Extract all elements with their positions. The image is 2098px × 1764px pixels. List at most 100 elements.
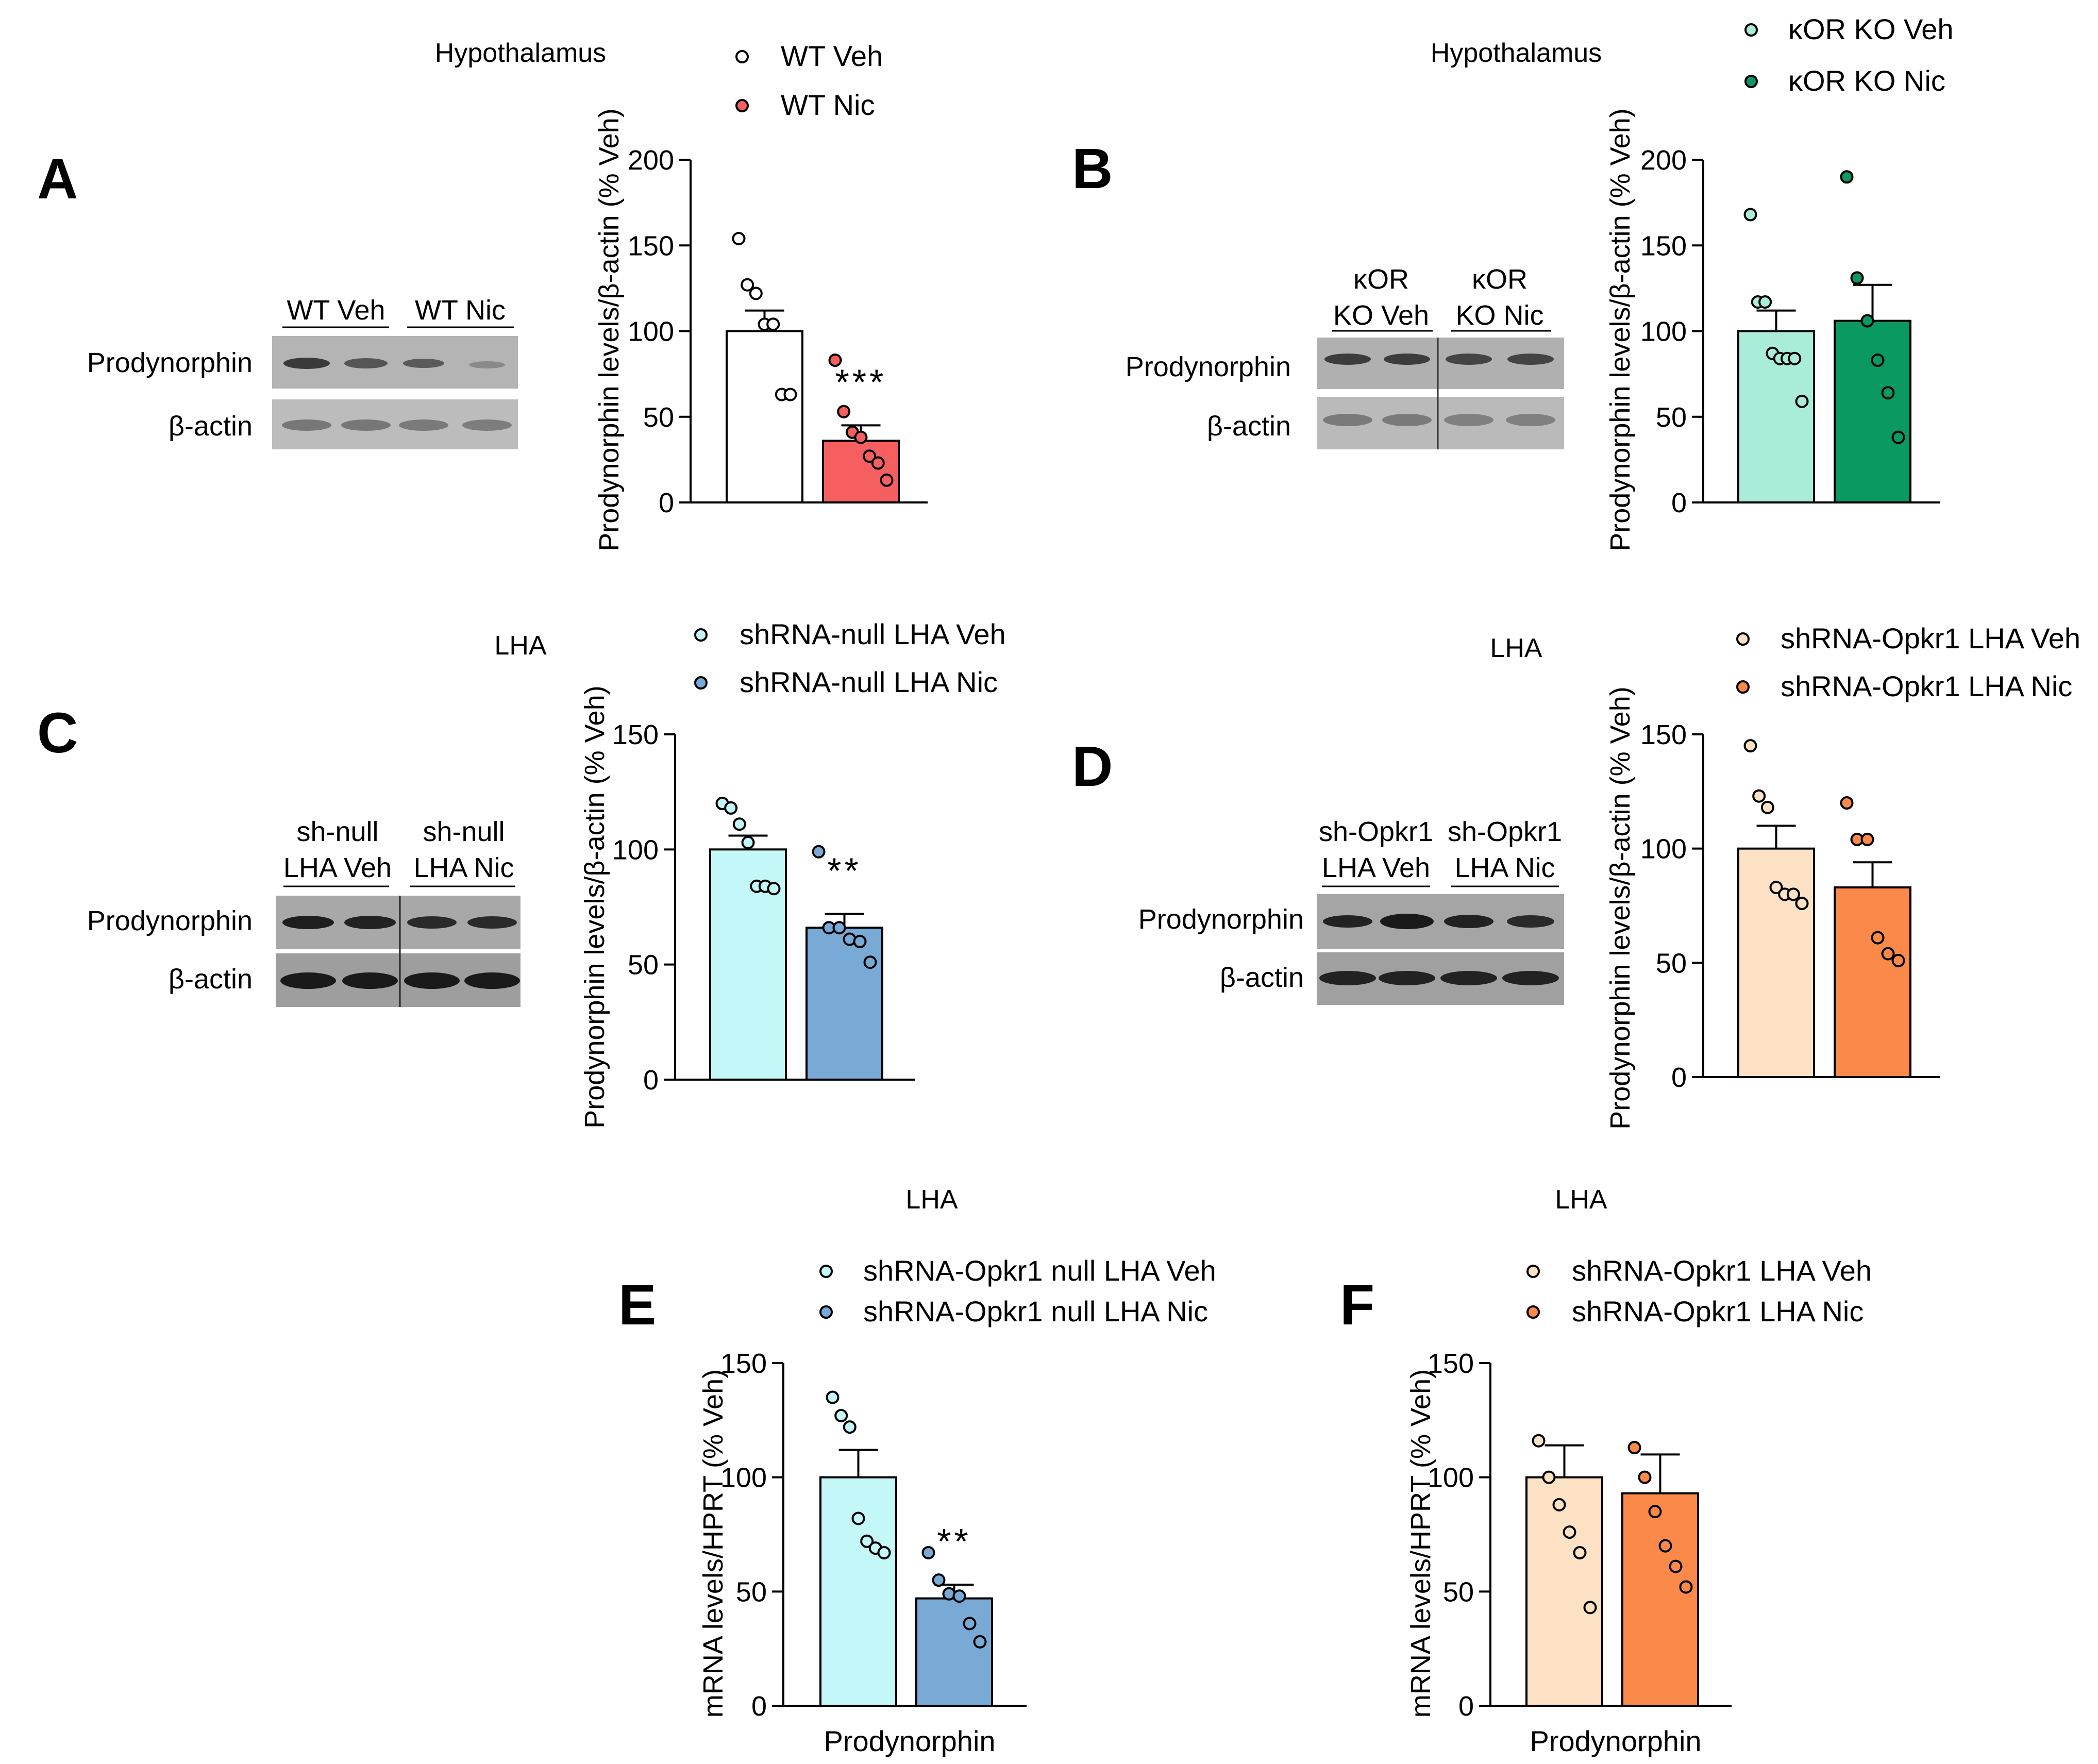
data-point-f (1573, 1545, 1587, 1559)
data-point-d (1795, 897, 1809, 911)
y-tick-label-c: 150 (612, 719, 659, 750)
data-point-e (921, 1545, 935, 1559)
data-point-b (1743, 208, 1757, 222)
y-tick-label-f: 150 (1428, 1348, 1474, 1379)
blot-b-band (1382, 414, 1432, 426)
data-point-e (963, 1617, 977, 1631)
legend-label-a-nic: WT Nic (781, 89, 875, 121)
blot-a-band (469, 361, 505, 368)
bar-a-veh (726, 330, 803, 503)
y-tick-label-a: 0 (659, 488, 674, 518)
data-point-d (1752, 789, 1766, 803)
y-tick-label-a: 150 (628, 230, 674, 261)
data-point-f (1532, 1434, 1546, 1448)
blot-c-group-veh-line1: sh-null (296, 816, 378, 847)
blot-d-band (1440, 971, 1497, 985)
bar-c-veh (709, 848, 787, 1081)
legend-marker-b-veh (1744, 23, 1758, 37)
data-point-d (1840, 796, 1854, 810)
blot-a-row-actin: β-actin (169, 411, 253, 442)
region-title-b: Hypothalamus (1431, 38, 1602, 68)
y-tick-label-e: 100 (720, 1463, 767, 1493)
blot-a-group-nic: WT Nic (415, 295, 506, 326)
bar-d-veh (1737, 847, 1815, 1078)
blot-c-band (464, 972, 520, 989)
legend-marker-c-veh (694, 628, 708, 642)
y-axis-label-a: Prodynorphin levels/β-actin (% Veh) (594, 108, 625, 551)
blot-c-band (467, 916, 517, 929)
data-point-b (1850, 271, 1864, 285)
data-point-c (863, 955, 877, 969)
legend-d: shRNA-Opkr1 LHA Veh shRNA-Opkr1 LHA Nic (1736, 622, 2080, 702)
blot-b-group-nic-line2: KO Nic (1455, 300, 1543, 331)
data-point-e (826, 1390, 840, 1404)
blot-d-group-nic-line1: sh-Opkr1 (1448, 816, 1562, 847)
panel-letter-d: D (1072, 735, 1113, 798)
legend-marker-d-nic (1736, 680, 1750, 694)
significance-label-e: ** (937, 1521, 971, 1561)
y-tick-label-b: 50 (1656, 402, 1687, 433)
legend-label-d-veh: shRNA-Opkr1 LHA Veh (1781, 622, 2080, 654)
data-point-c (832, 921, 846, 935)
bar-b-nic (1834, 320, 1911, 503)
blot-a-group-veh: WT Veh (287, 295, 385, 326)
plot-a: 0 50 100 150 200 *** (628, 145, 928, 518)
blot-c-band (344, 916, 396, 929)
blot-c-band (404, 972, 460, 989)
blot-a-band (283, 358, 330, 369)
blot-b-band (1323, 414, 1372, 426)
y-tick-label-e: 150 (720, 1348, 767, 1379)
bar-d-nic (1834, 886, 1911, 1078)
blot-d-row-prodynorphin: Prodynorphin (1138, 904, 1304, 935)
data-point-e (860, 1534, 874, 1548)
legend-label-d-nic: shRNA-Opkr1 LHA Nic (1781, 670, 2072, 702)
blot-b-band (1446, 354, 1492, 365)
legend-marker-c-nic (694, 676, 708, 690)
legend-marker-a-veh (735, 50, 749, 63)
y-tick-label-a: 100 (628, 316, 674, 347)
legend-marker-b-nic (1744, 75, 1758, 88)
data-point-f (1638, 1470, 1652, 1484)
bar-e-nic (915, 1597, 993, 1707)
legend-label-c-veh: shRNA-null LHA Veh (740, 618, 1006, 650)
data-point-b (1795, 394, 1809, 408)
x-axis-label-f: Prodynorphin (1530, 1725, 1701, 1757)
blot-c-band (407, 916, 457, 929)
blot-a-band (399, 419, 448, 431)
blot-b-group-nic-line1: κOR (1472, 264, 1528, 295)
blot-d-band (1379, 971, 1435, 985)
y-tick-label-d: 150 (1640, 719, 1687, 750)
data-point-a (828, 354, 842, 367)
data-point-f (1627, 1441, 1641, 1455)
blot-c-band (282, 916, 334, 929)
region-title-e: LHA (905, 1185, 958, 1215)
data-point-c (741, 835, 755, 849)
blot-b-band (1444, 414, 1493, 426)
data-point-a (863, 449, 877, 463)
data-point-a (880, 473, 894, 487)
data-point-b (1788, 351, 1802, 365)
y-tick-label-c: 50 (628, 950, 659, 981)
y-tick-label-d: 50 (1656, 948, 1687, 979)
y-tick-label-b: 200 (1640, 145, 1687, 176)
panel-d: D LHA shRNA-Opkr1 LHA Veh shRNA-Opkr1 LH… (1072, 622, 2080, 1130)
y-axis-label-c: Prodynorphin levels/β-actin (% Veh) (579, 685, 610, 1128)
legend-label-a-veh: WT Veh (781, 40, 883, 72)
blot-c-group-nic-line2: LHA Nic (413, 852, 514, 883)
data-point-a (837, 405, 851, 418)
legend-label-f-veh: shRNA-Opkr1 LHA Veh (1572, 1254, 1872, 1287)
data-point-c (732, 817, 746, 831)
legend-label-e-nic: shRNA-Opkr1 null LHA Nic (863, 1295, 1208, 1328)
y-axis-label-b: Prodynorphin levels/β-actin (% Veh) (1605, 108, 1636, 551)
data-point-c (767, 882, 781, 896)
panel-letter-b: B (1072, 137, 1113, 200)
data-point-d (1786, 887, 1800, 901)
panel-letter-e: E (618, 1273, 656, 1337)
data-point-d (1891, 953, 1905, 967)
plot-f: 0 50 100 150 (1428, 1348, 1732, 1722)
legend-label-e-veh: shRNA-Opkr1 null LHA Veh (863, 1254, 1216, 1287)
western-blot-b: κOR KO Veh κOR KO Nic Prodynorphin β-act… (1126, 264, 1564, 449)
data-point-d (1769, 881, 1783, 895)
data-point-d (1871, 931, 1885, 945)
panel-c: C LHA shRNA-null LHA Veh shRNA-null LHA … (37, 618, 1006, 1129)
